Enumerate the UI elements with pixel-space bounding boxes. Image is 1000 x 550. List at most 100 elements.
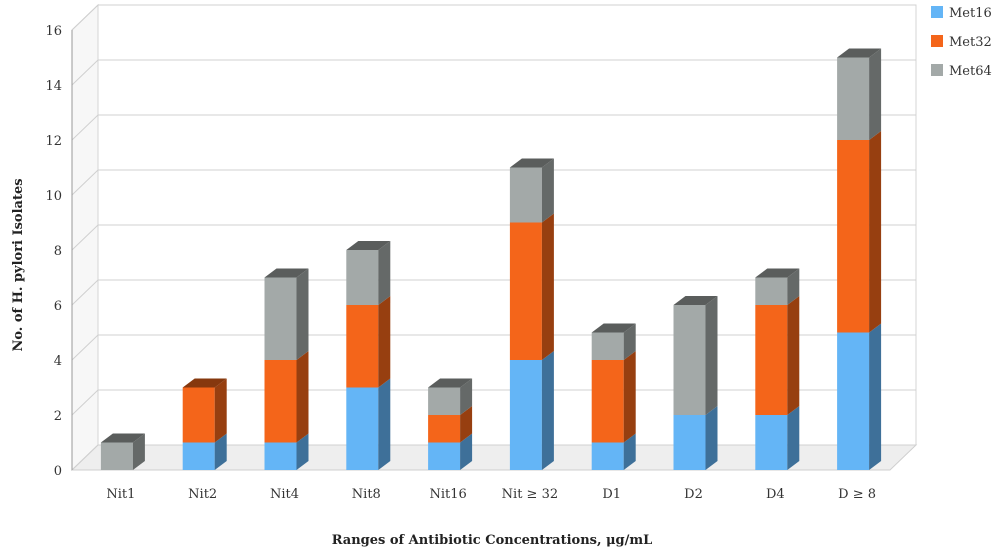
bar-segment	[428, 415, 461, 443]
chart-bars	[100, 48, 882, 470]
bar-side	[132, 433, 145, 470]
legend-label: Met64	[949, 64, 992, 79]
bar-side	[869, 48, 882, 140]
bar-segment	[428, 387, 461, 415]
gridline	[71, 334, 916, 361]
gridline	[71, 114, 916, 141]
legend-label: Met32	[949, 35, 992, 50]
y-tick-label: 14	[45, 79, 62, 94]
y-tick-label: 2	[54, 409, 62, 424]
bar-top	[100, 433, 145, 443]
chart-gridlines	[71, 4, 916, 471]
bar-side	[623, 351, 636, 443]
bar-segment	[755, 277, 788, 305]
bar-segment	[346, 387, 379, 470]
y-tick-label: 16	[45, 24, 62, 39]
bar-side	[214, 378, 227, 443]
x-tick-label: Nit4	[270, 487, 299, 502]
bar-side	[541, 351, 554, 470]
bar-side	[787, 406, 800, 470]
x-tick-label: D4	[766, 487, 785, 502]
bar-side	[296, 433, 309, 470]
x-tick-label: Nit16	[429, 487, 466, 502]
bar-segment	[264, 277, 297, 360]
bar-segment	[100, 442, 133, 470]
bar-top	[346, 241, 391, 250]
y-axis-ticks: 0 2 4 6 8 10 12 14 16	[45, 24, 73, 479]
bar-side	[705, 296, 718, 415]
bar-top	[755, 268, 800, 278]
bar-segment	[591, 360, 624, 443]
legend-swatch	[931, 64, 943, 76]
x-tick-label: Nit1	[106, 487, 135, 502]
y-axis-title: No. of H. pylori Isolates	[11, 178, 26, 351]
bar-segment	[509, 360, 542, 470]
bar-segment	[182, 442, 215, 470]
gridline	[71, 389, 916, 416]
chart-legend: Met16 Met32 Met64	[931, 6, 992, 79]
bar-side	[378, 296, 391, 388]
x-tick-label: D ≥ 8	[838, 487, 876, 502]
bar-top	[837, 48, 882, 58]
x-tick-label: D2	[684, 487, 703, 502]
y-tick-label: 0	[54, 464, 62, 479]
bar-segment	[755, 305, 788, 415]
bar-segment	[673, 415, 706, 470]
bar-top	[182, 378, 227, 388]
bar-side	[623, 323, 636, 360]
bar-segment	[673, 305, 706, 415]
x-tick-label: Nit8	[352, 487, 381, 502]
bar-side	[460, 406, 473, 443]
bar-segment	[591, 442, 624, 470]
bar-segment	[264, 442, 297, 470]
bar-side	[541, 158, 554, 223]
bar-side	[623, 433, 636, 470]
bar-top	[591, 323, 636, 333]
bar-segment	[346, 250, 379, 305]
y-tick-label: 8	[54, 244, 62, 259]
bar-side	[541, 213, 554, 360]
bar-segment	[428, 442, 461, 470]
gridline	[71, 4, 916, 31]
bar-top	[509, 158, 554, 168]
bar-side	[214, 433, 227, 470]
legend-swatch	[931, 35, 943, 47]
y-tick-label: 12	[45, 134, 62, 149]
y-tick-label: 10	[45, 189, 62, 204]
bar-segment	[509, 222, 542, 360]
bar-side	[787, 268, 800, 305]
bar-segment	[182, 387, 215, 443]
bar-segment	[837, 332, 870, 470]
bar-segment	[591, 332, 624, 360]
bar-side	[378, 378, 391, 470]
bar-segment	[837, 57, 870, 140]
bar-side	[869, 131, 882, 333]
gridline	[71, 224, 916, 251]
x-tick-label: Nit2	[188, 487, 217, 502]
x-axis-ticks: Nit1 Nit2 Nit4 Nit8 Nit16 Nit ≥ 32 D1 D2 D4 D ≥ 8	[106, 487, 876, 502]
legend-swatch	[931, 6, 943, 18]
bar-side	[296, 268, 309, 360]
bar-side	[378, 241, 391, 305]
x-tick-label: Nit ≥ 32	[502, 487, 558, 502]
gridline	[71, 444, 916, 471]
y-tick-label: 6	[54, 299, 62, 314]
gridline	[71, 59, 916, 86]
gridline	[71, 279, 916, 306]
x-tick-label: D1	[602, 487, 621, 502]
bar-top	[428, 378, 473, 388]
bar-segment	[837, 140, 870, 333]
bar-segment	[346, 305, 379, 388]
y-tick-label: 4	[54, 354, 62, 369]
bar-side	[296, 351, 309, 443]
bar-side	[460, 433, 473, 470]
bar-side	[869, 323, 882, 470]
bar-top	[264, 268, 309, 278]
bar-segment	[755, 415, 788, 470]
bar-side	[705, 406, 718, 470]
bar-segment	[264, 360, 297, 443]
gridline	[71, 169, 916, 196]
bar-side	[787, 296, 800, 415]
bar-top	[673, 296, 718, 305]
